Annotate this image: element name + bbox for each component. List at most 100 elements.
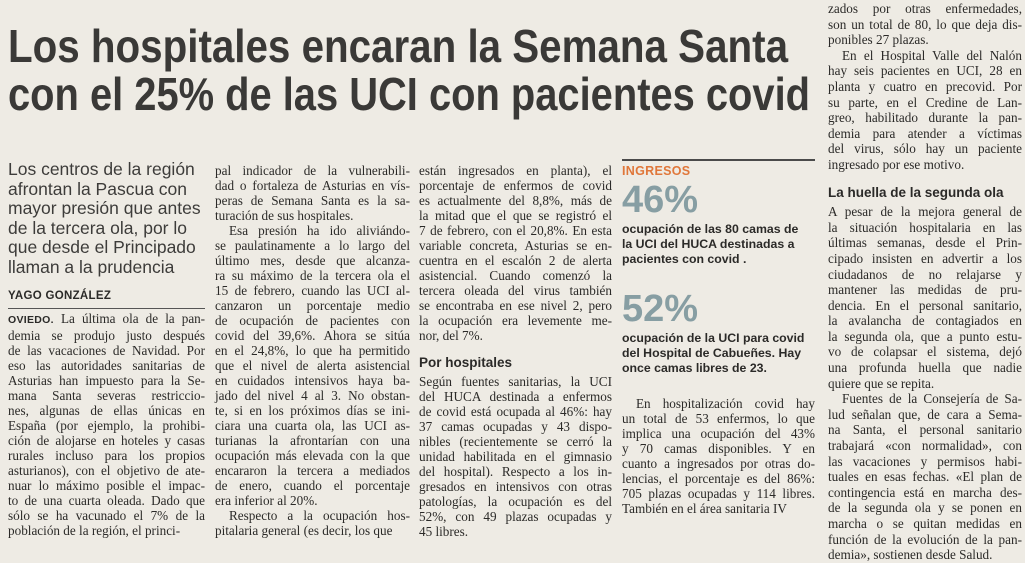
text-line: la situación hospitalaria en las bbox=[828, 219, 1022, 235]
text-line: contingencia está en marcha des- bbox=[828, 484, 1022, 500]
text-line: nibles (recientemente se cerró la bbox=[419, 434, 612, 449]
text-line: demia se produjo justo después bbox=[8, 328, 205, 343]
text-line: covid del 39,6%. Ahora se sitúa bbox=[215, 328, 410, 343]
text-line: se encontraba en ese nivel 2, pero bbox=[419, 298, 612, 313]
subtitle-line: afrontan la Pascua con bbox=[8, 178, 188, 199]
text-line: eso las autoridades sanitarias de bbox=[8, 358, 205, 373]
text-line: demia», sostienen desde Salud. bbox=[828, 547, 993, 563]
text-line: rurales incluso para los propios bbox=[8, 448, 205, 463]
text-line: es actualmente del 8,8%, más de bbox=[419, 193, 612, 208]
column: pal indicador de la vulnerabili-dad o fo… bbox=[215, 163, 410, 538]
text-line: variable concreta, Asturias se en- bbox=[419, 238, 612, 253]
text-line: greo, habilitado durante la pan- bbox=[828, 110, 1022, 126]
text-line: 705 plazas ocupadas y 114 libres. bbox=[622, 486, 815, 501]
text-line: España (por ejemplo, la prohibi- bbox=[8, 418, 205, 433]
section-heading: Por hospitales bbox=[419, 355, 513, 370]
text-line: del virus, sólo hay un paciente bbox=[828, 141, 1022, 157]
text-line: 37 camas ocupadas y 43 dispo- bbox=[419, 419, 612, 434]
text-line: Según fuentes sanitarias, la UCI bbox=[419, 374, 612, 389]
text-line: la mitad que el que se registró el bbox=[419, 208, 612, 223]
text-line: A pesar de la mejora general de bbox=[828, 204, 1022, 220]
text-line: marcha o se quitan medidas en bbox=[828, 516, 1022, 531]
text-line: función de la evolución de la pan- bbox=[828, 531, 1022, 547]
text-line: lud señalan que, de cara a Sema- bbox=[828, 406, 1022, 422]
text-line: En hospitalización covid hay bbox=[636, 396, 815, 411]
stat-figure: 52% bbox=[622, 288, 699, 330]
text-line: asturianos), con el objetivo de ate- bbox=[8, 463, 205, 478]
text-line: hay seis pacientes en UCI, 28 en bbox=[828, 63, 1022, 79]
text-line: población de la región, el princi- bbox=[8, 523, 181, 538]
text-line: la segunda ola, que a punto estu- bbox=[828, 328, 1022, 344]
text-line: ción de alojarse en hoteles y casas bbox=[8, 433, 205, 448]
text-line: demia para atender a víctimas bbox=[828, 125, 1022, 141]
subtitle-line: que desde el Principado bbox=[8, 237, 196, 257]
text-line: ocupación más elevada con la que bbox=[215, 448, 410, 463]
text-line: quiere que se repita. bbox=[828, 375, 935, 391]
subtitle-line: llaman a la prudencia bbox=[8, 256, 175, 277]
text-line: vo de colapsar el sistema, dejó bbox=[828, 344, 1022, 360]
text-line-content: La última ola de la pan- bbox=[61, 311, 205, 326]
text-line: ciara una cuarta ola, las UCI as- bbox=[215, 418, 410, 433]
sidebar-label: INGRESOS bbox=[622, 164, 691, 178]
text-line: Fuentes de la Consejería de Sa- bbox=[842, 391, 1022, 407]
text-line: 15 de febrero, cuando las UCI al- bbox=[215, 283, 410, 298]
section-heading: La huella de la segunda ola bbox=[828, 184, 1004, 200]
text-line: También en el área sanitaria IV bbox=[622, 501, 787, 516]
text-line: en el 24,8%, lo que ha permitido bbox=[215, 343, 410, 358]
text-line: 52%, con 49 plazas ocupadas y bbox=[419, 509, 612, 524]
column: OVIEDO. La última ola de la pan-demia se… bbox=[8, 311, 205, 538]
text-line: Esa presión ha ido aliviándo- bbox=[229, 223, 410, 238]
column: están ingresados en planta), el porcentaj… bbox=[419, 163, 612, 539]
text-line: encararon la tercera a mediados bbox=[215, 463, 410, 478]
text-line: zados por otras enfermedades, bbox=[828, 1, 1022, 16]
text-line: peras de Semana Santa es la sa- bbox=[215, 193, 410, 208]
subtitle-line: Los centros de la región bbox=[8, 159, 195, 179]
text-line: del hospital). Respecto a los in- bbox=[419, 464, 612, 479]
text-line: gresados en intensivos con otras bbox=[419, 479, 612, 494]
text-line: sólo se ha vacunado el 7% de la bbox=[8, 508, 205, 523]
text-line: la ocupación era levemente me- bbox=[419, 313, 612, 328]
byline: YAGO GONZÁLEZ bbox=[8, 290, 205, 309]
text-line: de ocupación de pacientes con bbox=[215, 313, 410, 328]
text-line: Respecto a la ocupación hos- bbox=[229, 508, 410, 523]
text-line: tuales en esas fechas. «El plan de bbox=[828, 469, 1022, 485]
text-line: dad o fortaleza de Asturias en vís- bbox=[215, 178, 410, 193]
headline-line: Los hospitales encaran la Semana Santa bbox=[8, 20, 788, 72]
headline: Los hospitales encaran la Semana Santa c… bbox=[8, 20, 810, 120]
text-line: últimas semanas, desde el Prin- bbox=[828, 235, 1022, 251]
text-line: ponibles 27 plazas. bbox=[828, 32, 929, 48]
text-line: jado del nivel 4 al 3. No obstan- bbox=[215, 388, 410, 403]
text-line: asistencial. Cuando comenzó la bbox=[419, 268, 612, 283]
text-line: canzaron un porcentaje medio bbox=[215, 298, 410, 313]
stat-text-line: pacientes con covid . bbox=[622, 252, 747, 266]
text-line: en cuidados intensivos haya ba- bbox=[215, 373, 410, 388]
column: zados por otras enfermedades, son un tota… bbox=[828, 1, 1022, 563]
headline-line: con el 25% de las UCI con pacientes covi… bbox=[8, 68, 810, 120]
text-line: cuentra en el escalón 2 de alerta bbox=[419, 253, 612, 268]
text-line: mana Santa severas restriccio- bbox=[8, 388, 205, 403]
text-line: nor, del 7%. bbox=[419, 328, 483, 343]
text-line: na Santa, el personal sanitario bbox=[828, 422, 1022, 438]
text-line: implica una ocupación del 43% bbox=[622, 426, 815, 441]
text-line: del HUCA destinada a enfermos bbox=[419, 389, 612, 404]
stat-text-line: la UCI del HUCA destinadas a bbox=[622, 237, 795, 251]
text-line: la avalancha de contagiados en bbox=[828, 313, 1022, 329]
text-line: su parte, en el Credine de Lan- bbox=[828, 94, 1022, 110]
text-line: un total de 53 enfermos, lo que bbox=[622, 411, 815, 426]
stat-text: ocupación de la UCI para covid del Hospit… bbox=[622, 331, 815, 376]
text-line: están ingresados en planta), el bbox=[419, 163, 612, 178]
text-line: ra su máximo de la tercera ola el bbox=[215, 268, 410, 283]
text-line: OVIEDO. La última ola de la pan- bbox=[8, 311, 205, 328]
text-line: ingresado por ese motivo. bbox=[828, 156, 965, 172]
text-line: trabajará «con normalidad», con bbox=[828, 438, 1022, 454]
text-line: mantener las medidas de pru- bbox=[828, 282, 1022, 298]
stat-text: ocupación de las 80 camas de la UCI del H… bbox=[622, 222, 815, 267]
text-line: nes, algunas de ellas únicas en bbox=[8, 403, 205, 418]
text-line: de covid está ocupada al 46%: hay bbox=[419, 404, 612, 419]
stat-text-line: once camas libres de 23. bbox=[622, 361, 767, 375]
text-line: que el nivel de alerta asistencial bbox=[215, 358, 410, 373]
subtitle-line: mayor presión que antes bbox=[8, 198, 201, 218]
page: {"headline": {"lines": ["Los hospitales … bbox=[8, 1, 1022, 563]
text-line: En el Hospital Valle del Nalón bbox=[842, 47, 1022, 63]
text-line: pitalaria general (es decir, los que bbox=[215, 523, 393, 538]
